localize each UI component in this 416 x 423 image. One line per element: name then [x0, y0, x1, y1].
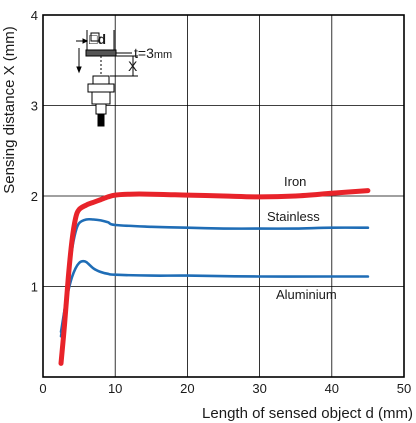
x-tick-label: 50 — [397, 381, 411, 396]
square-label: □d — [89, 31, 106, 47]
target-width-arrowhead — [82, 38, 89, 44]
sensor-nut — [87, 83, 115, 93]
series-label-stainless: Stainless — [267, 209, 320, 224]
series-label-iron: Iron — [284, 174, 306, 189]
x-tick-label: 30 — [252, 381, 266, 396]
plot-frame — [42, 14, 405, 378]
series-line-aluminium — [59, 259, 370, 334]
x-tick-label: 20 — [180, 381, 194, 396]
y-axis-title: Sensing distance X (mm) — [1, 26, 18, 194]
thickness-unit: mm — [154, 49, 172, 61]
sensor-head — [92, 75, 110, 85]
sensor-body — [91, 91, 111, 105]
thickness-value: t=3 — [134, 45, 154, 61]
y-tick-label: 1 — [31, 280, 38, 295]
x-tick-label: 40 — [325, 381, 339, 396]
sensed-object-plate — [85, 49, 117, 57]
series-line-iron — [58, 188, 371, 366]
side-arrowhead — [76, 66, 82, 74]
series-lines — [58, 188, 371, 366]
x-tick-label: 10 — [108, 381, 122, 396]
x-tick-label: 0 — [39, 381, 46, 396]
y-tick-label: 4 — [31, 8, 38, 23]
thickness-label: t=3mm — [134, 45, 172, 61]
y-tick-label: 3 — [31, 99, 38, 114]
sensor-neck — [95, 103, 107, 115]
x-axis-title: Length of sensed object d (mm) — [202, 405, 413, 422]
y-tick-label: 2 — [31, 189, 38, 204]
sensor-diagram — [76, 30, 138, 127]
sensed-object-square — [90, 32, 100, 42]
series-label-aluminium: Aluminium — [276, 287, 337, 302]
tick-labels: 0 10 20 30 40 50 1 2 3 4 — [31, 8, 411, 396]
sensor-cable — [97, 113, 105, 127]
distance-label: X — [128, 58, 138, 74]
